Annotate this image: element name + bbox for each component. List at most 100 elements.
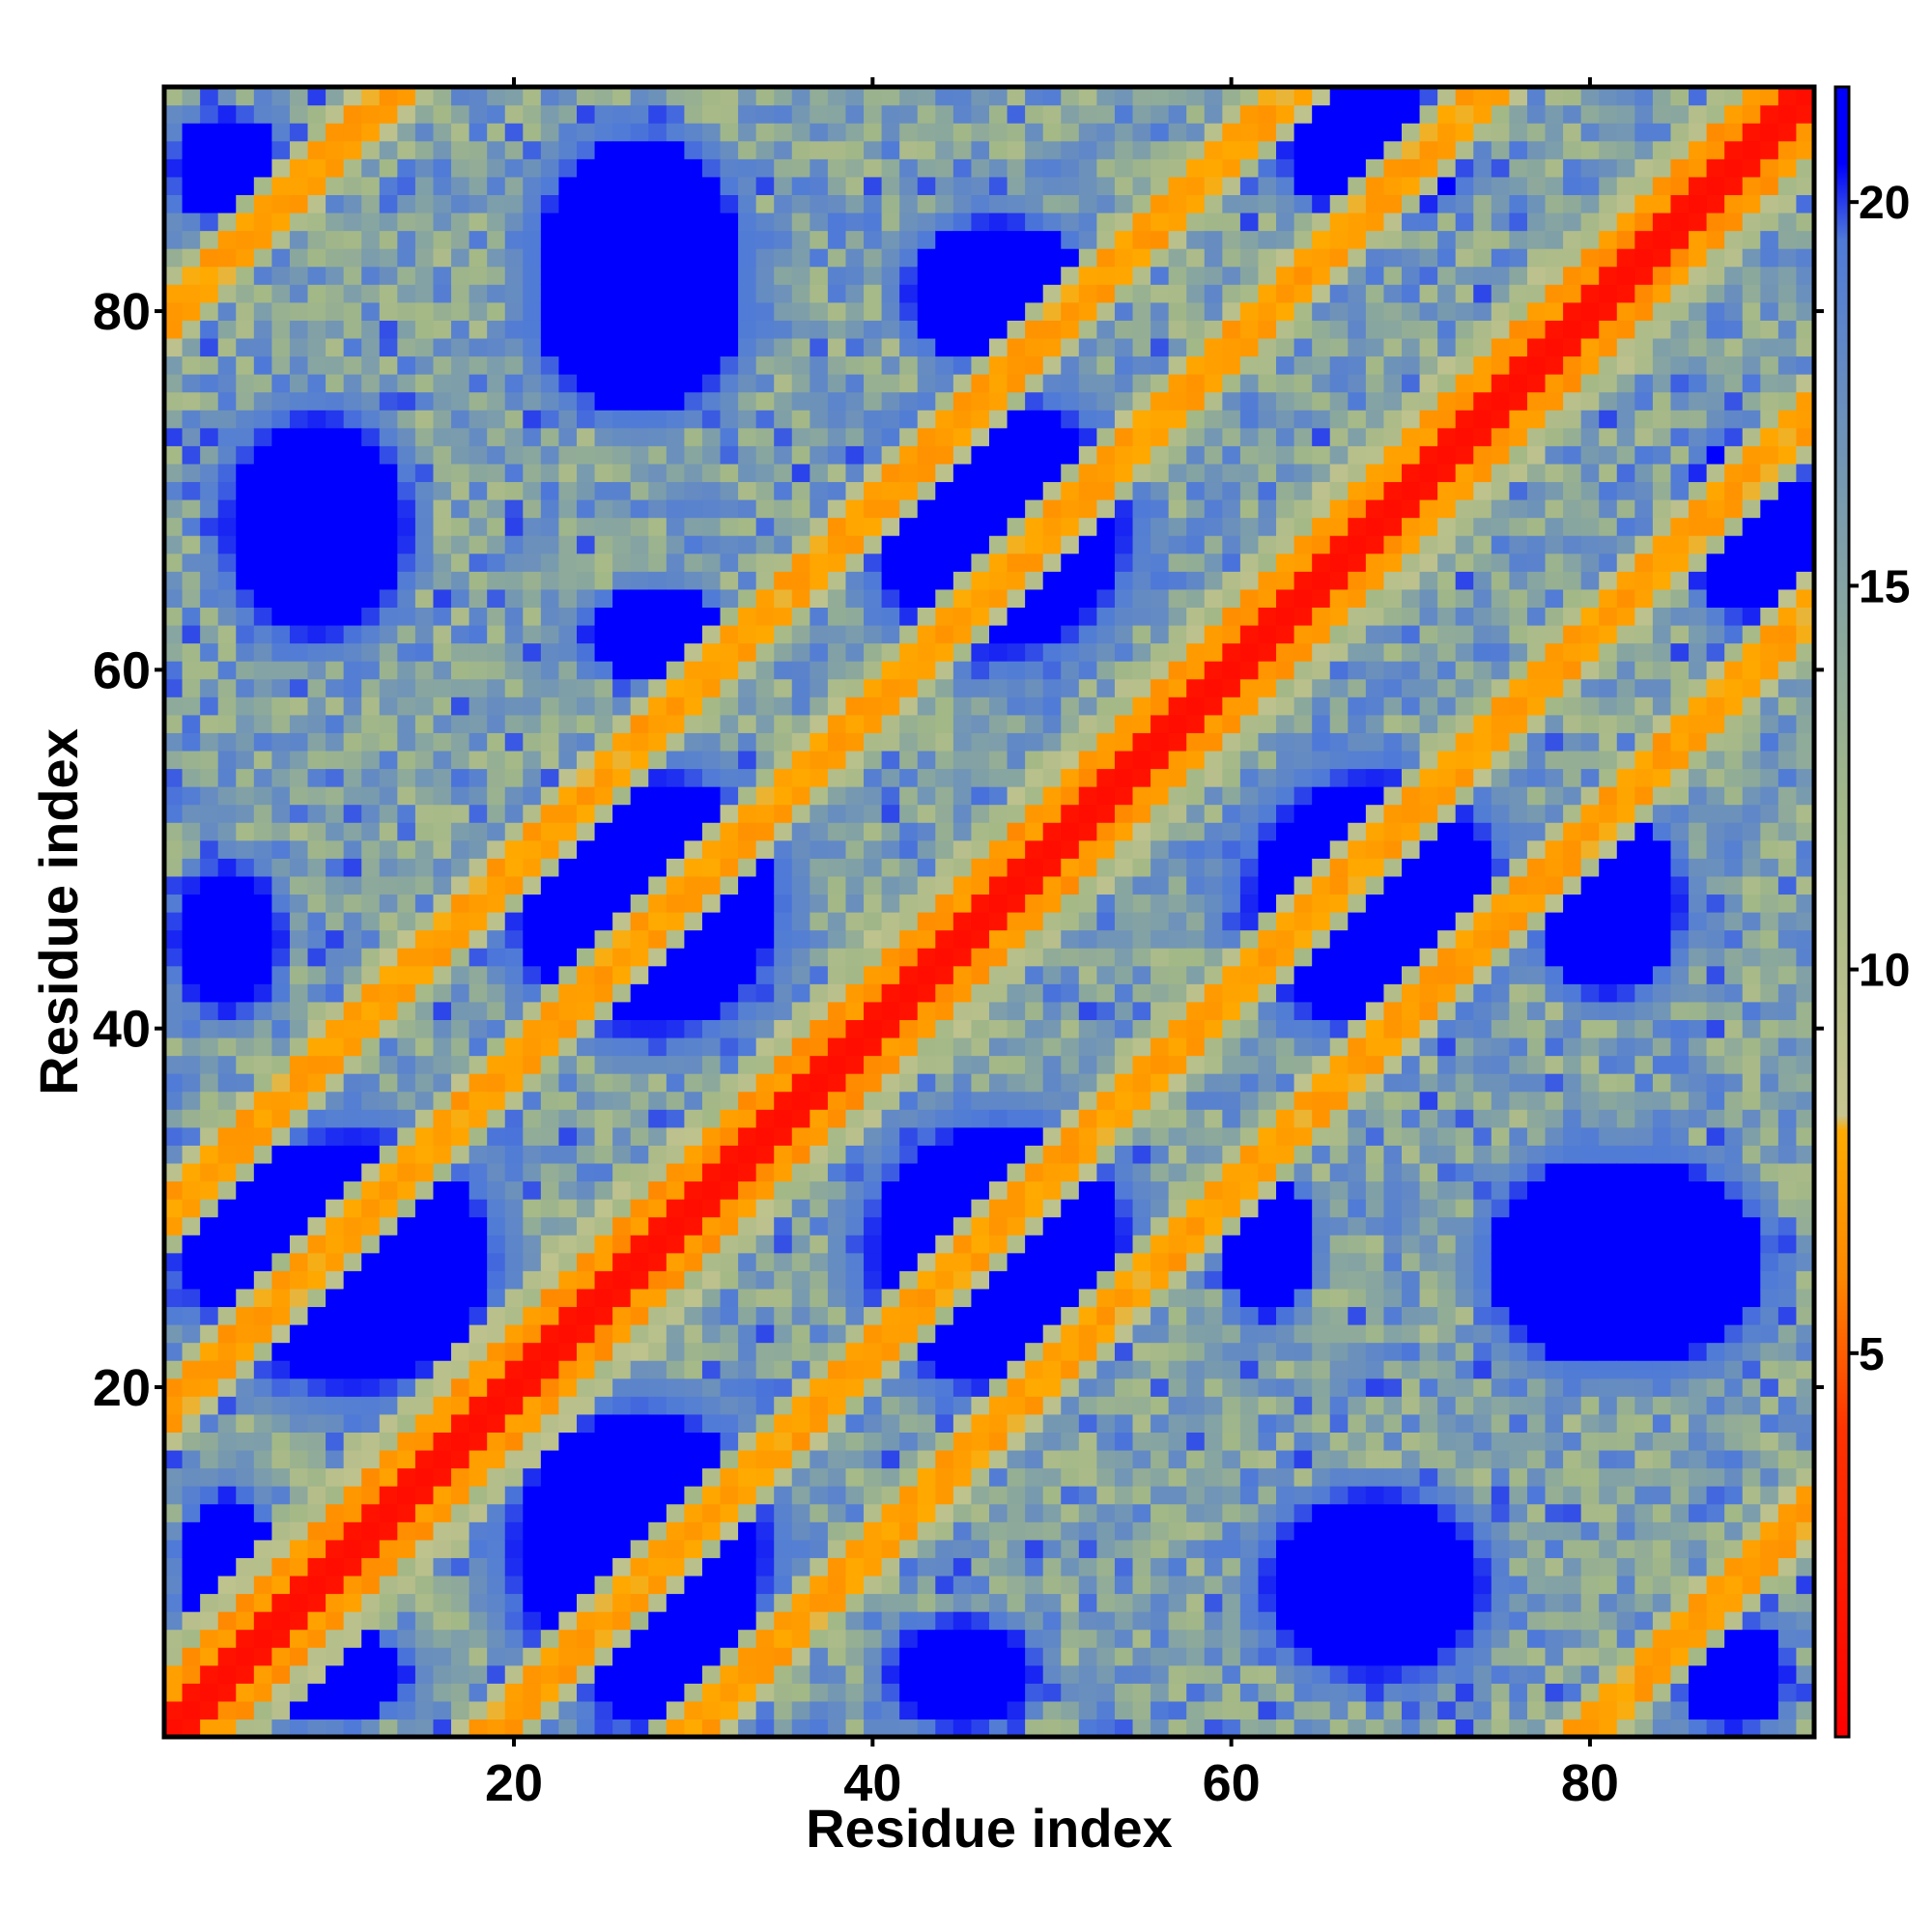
heatmap-cell bbox=[899, 517, 919, 536]
heatmap-cell bbox=[1061, 894, 1080, 913]
heatmap-cell bbox=[612, 158, 632, 178]
heatmap-cell bbox=[1078, 1432, 1097, 1451]
heatmap-cell bbox=[1007, 571, 1026, 590]
heatmap-cell bbox=[271, 894, 291, 913]
heatmap-cell bbox=[397, 320, 416, 339]
heatmap-cell bbox=[1078, 481, 1097, 500]
heatmap-cell bbox=[1114, 1467, 1134, 1487]
heatmap-cell bbox=[343, 517, 362, 536]
heatmap-cell bbox=[200, 965, 219, 984]
heatmap-cell bbox=[217, 212, 237, 232]
heatmap-cell bbox=[935, 1700, 954, 1720]
heatmap-cell bbox=[326, 588, 345, 608]
heatmap-cell bbox=[1007, 696, 1026, 716]
heatmap-cell bbox=[935, 553, 954, 572]
heatmap-cell bbox=[738, 158, 757, 178]
heatmap-cell bbox=[307, 1378, 327, 1397]
heatmap-cell bbox=[1042, 481, 1062, 500]
heatmap-cell bbox=[917, 176, 936, 195]
heatmap-cell bbox=[701, 571, 722, 590]
heatmap-cell bbox=[271, 1180, 291, 1200]
heatmap-cell bbox=[935, 965, 954, 984]
heatmap-cell bbox=[1061, 1001, 1080, 1020]
heatmap-cell bbox=[326, 624, 345, 644]
heatmap-cell bbox=[326, 374, 345, 393]
heatmap-cell bbox=[253, 355, 272, 375]
heatmap-cell bbox=[810, 1019, 829, 1038]
heatmap-cell bbox=[701, 732, 722, 752]
heatmap-cell bbox=[397, 87, 416, 106]
heatmap-cell bbox=[648, 1019, 668, 1038]
heatmap-cell bbox=[1114, 858, 1134, 877]
heatmap-cell bbox=[343, 1055, 362, 1074]
heatmap-cell bbox=[271, 212, 291, 232]
heatmap-cell bbox=[451, 1486, 470, 1505]
heatmap-cell bbox=[182, 337, 201, 357]
heatmap-cell bbox=[326, 1360, 345, 1379]
heatmap-cell bbox=[791, 875, 810, 895]
heatmap-cell bbox=[469, 1037, 488, 1057]
heatmap-cell bbox=[558, 804, 578, 823]
heatmap-cell bbox=[558, 427, 578, 446]
heatmap-cell bbox=[217, 1252, 237, 1271]
heatmap-cell bbox=[684, 230, 703, 249]
heatmap-cell bbox=[1025, 1180, 1044, 1200]
heatmap-cell bbox=[612, 1199, 632, 1218]
heatmap-cell bbox=[414, 1432, 435, 1451]
heatmap-cell bbox=[648, 1664, 668, 1684]
heatmap-cell bbox=[666, 1539, 685, 1558]
heatmap-cell bbox=[558, 1073, 578, 1093]
heatmap-cell bbox=[971, 1055, 990, 1074]
heatmap-cell bbox=[1096, 248, 1116, 268]
heatmap-cell bbox=[1061, 714, 1080, 733]
heatmap-cell bbox=[433, 427, 452, 446]
heatmap-cell bbox=[684, 248, 703, 268]
heatmap-cell bbox=[236, 804, 255, 823]
heatmap-cell bbox=[864, 858, 883, 877]
heatmap-cell bbox=[935, 123, 954, 142]
heatmap-cell bbox=[504, 1145, 524, 1164]
heatmap-cell bbox=[523, 301, 542, 321]
heatmap-cell bbox=[952, 929, 973, 949]
heatmap-cell bbox=[504, 571, 524, 590]
heatmap-cell bbox=[899, 1180, 919, 1200]
heatmap-cell bbox=[469, 929, 488, 949]
heatmap-cell bbox=[397, 1180, 416, 1200]
heatmap-cell bbox=[326, 248, 345, 268]
heatmap-cell bbox=[881, 87, 900, 106]
heatmap-cell bbox=[379, 1611, 398, 1631]
heatmap-cell bbox=[864, 750, 883, 770]
heatmap-cell bbox=[881, 1235, 900, 1254]
heatmap-cell bbox=[881, 374, 900, 393]
heatmap-cell bbox=[791, 1503, 810, 1522]
heatmap-cell bbox=[1007, 374, 1026, 393]
heatmap-cell bbox=[326, 1413, 345, 1433]
heatmap-cell bbox=[451, 104, 470, 124]
heatmap-cell bbox=[289, 1216, 309, 1236]
heatmap-cell bbox=[200, 1396, 219, 1415]
heatmap-cell bbox=[397, 822, 416, 841]
heatmap-cell bbox=[791, 1162, 810, 1182]
heatmap-cell bbox=[504, 481, 524, 500]
heatmap-cell bbox=[1025, 1126, 1044, 1146]
heatmap-cell bbox=[540, 642, 560, 662]
heatmap-cell bbox=[289, 1503, 309, 1522]
heatmap-cell bbox=[827, 1611, 847, 1631]
heatmap-cell bbox=[630, 858, 649, 877]
heatmap-cell bbox=[523, 1629, 542, 1648]
heatmap-cell bbox=[307, 714, 327, 733]
heatmap-cell bbox=[307, 1252, 327, 1271]
heatmap-cell bbox=[684, 1216, 703, 1236]
heatmap-cell bbox=[253, 1019, 272, 1038]
heatmap-cell bbox=[217, 1180, 237, 1200]
heatmap-cell bbox=[451, 1324, 470, 1344]
heatmap-cell bbox=[1078, 1521, 1097, 1541]
heatmap-cell bbox=[433, 1055, 452, 1074]
heatmap-cell bbox=[917, 266, 936, 285]
heatmap-cell bbox=[271, 1432, 291, 1451]
heatmap-cell bbox=[666, 1719, 685, 1738]
heatmap-cell bbox=[1025, 714, 1044, 733]
heatmap-cell bbox=[361, 1575, 381, 1595]
heatmap-cell bbox=[469, 804, 488, 823]
heatmap-cell bbox=[1061, 839, 1080, 859]
